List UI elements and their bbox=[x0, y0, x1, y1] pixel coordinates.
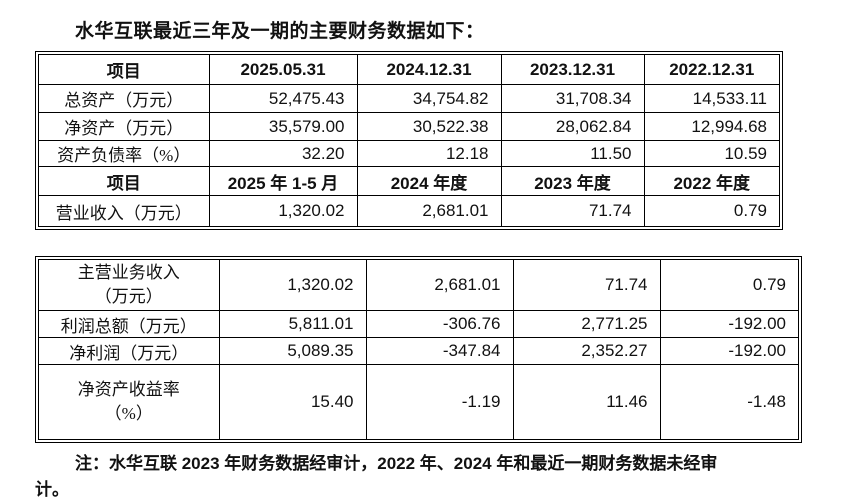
row-label: 净利润（万元） bbox=[39, 337, 220, 365]
value-cell: 15.40 bbox=[218, 364, 367, 439]
value-cell: 12,994.68 bbox=[643, 112, 779, 141]
value-cell: 2,771.25 bbox=[512, 310, 661, 338]
value-cell: 2,681.01 bbox=[356, 195, 502, 226]
row-label: 营业收入（万元） bbox=[39, 195, 210, 226]
value-cell: 11.50 bbox=[500, 140, 645, 167]
value-cell: 35,579.00 bbox=[208, 112, 358, 141]
table-row: 主营业务收入 （万元） 1,320.02 2,681.01 71.74 0.79 bbox=[39, 260, 798, 311]
profit-table: 主营业务收入 （万元） 1,320.02 2,681.01 71.74 0.79… bbox=[35, 256, 802, 443]
column-header: 2025.05.31 bbox=[208, 55, 358, 85]
value-cell: 32.20 bbox=[208, 140, 358, 167]
value-cell: 2,352.27 bbox=[512, 337, 661, 365]
value-cell: -192.00 bbox=[659, 337, 798, 365]
value-cell: -1.19 bbox=[365, 364, 514, 439]
value-cell: 71.74 bbox=[500, 195, 645, 226]
table-row: 总资产（万元） 52,475.43 34,754.82 31,708.34 14… bbox=[39, 84, 779, 113]
value-cell: 5,811.01 bbox=[218, 310, 367, 338]
table-row: 利润总额（万元） 5,811.01 -306.76 2,771.25 -192.… bbox=[39, 310, 798, 338]
column-header: 2022.12.31 bbox=[643, 55, 779, 85]
table-row: 资产负债率（%） 32.20 12.18 11.50 10.59 bbox=[39, 140, 779, 167]
value-cell: 11.46 bbox=[512, 364, 661, 439]
value-cell: 14,533.11 bbox=[643, 84, 779, 113]
balance-header-row: 项目 2025.05.31 2024.12.31 2023.12.31 2022… bbox=[39, 55, 779, 85]
value-cell: 0.79 bbox=[659, 260, 798, 311]
audit-note-line2: 计。 bbox=[35, 480, 69, 499]
value-cell: -1.48 bbox=[659, 364, 798, 439]
balance-table: 项目 2025.05.31 2024.12.31 2023.12.31 2022… bbox=[35, 51, 783, 230]
row-label: 资产负债率（%） bbox=[39, 140, 210, 167]
table-row: 净资产收益率 （%） 15.40 -1.19 11.46 -1.48 bbox=[39, 364, 798, 439]
value-cell: -306.76 bbox=[365, 310, 514, 338]
table-row: 净利润（万元） 5,089.35 -347.84 2,352.27 -192.0… bbox=[39, 337, 798, 365]
row-label: 净资产（万元） bbox=[39, 112, 210, 141]
document-title: 水华互联最近三年及一期的主要财务数据如下： bbox=[75, 21, 485, 42]
value-cell: 2,681.01 bbox=[365, 260, 514, 311]
row-label: 净资产收益率 （%） bbox=[39, 364, 220, 439]
value-cell: 0.79 bbox=[643, 195, 779, 226]
column-header: 2024.12.31 bbox=[356, 55, 502, 85]
value-cell: 1,320.02 bbox=[208, 195, 358, 226]
balance-table-grid: 项目 2025.05.31 2024.12.31 2023.12.31 2022… bbox=[39, 55, 779, 226]
value-cell: 12.18 bbox=[356, 140, 502, 167]
column-header: 项目 bbox=[39, 166, 210, 196]
profit-table-grid: 主营业务收入 （万元） 1,320.02 2,681.01 71.74 0.79… bbox=[39, 260, 798, 439]
audit-note-line1: 注：水华互联 2023 年财务数据经审计，2022 年、2024 年和最近一期财… bbox=[75, 454, 718, 473]
table-row: 净资产（万元） 35,579.00 30,522.38 28,062.84 12… bbox=[39, 112, 779, 141]
period-header-row: 项目 2025 年 1-5 月 2024 年度 2023 年度 2022 年度 bbox=[39, 166, 779, 196]
value-cell: 1,320.02 bbox=[218, 260, 367, 311]
value-cell: 30,522.38 bbox=[356, 112, 502, 141]
value-cell: 10.59 bbox=[643, 140, 779, 167]
row-label: 主营业务收入 （万元） bbox=[39, 260, 220, 311]
value-cell: 31,708.34 bbox=[500, 84, 645, 113]
column-header: 2023 年度 bbox=[500, 166, 645, 196]
column-header: 2024 年度 bbox=[356, 166, 502, 196]
value-cell: -347.84 bbox=[365, 337, 514, 365]
value-cell: 34,754.82 bbox=[356, 84, 502, 113]
value-cell: -192.00 bbox=[659, 310, 798, 338]
value-cell: 52,475.43 bbox=[208, 84, 358, 113]
value-cell: 28,062.84 bbox=[500, 112, 645, 141]
value-cell: 5,089.35 bbox=[218, 337, 367, 365]
row-label: 利润总额（万元） bbox=[39, 310, 220, 338]
table-row: 营业收入（万元） 1,320.02 2,681.01 71.74 0.79 bbox=[39, 195, 779, 226]
audit-note: 注：水华互联 2023 年财务数据经审计，2022 年、2024 年和最近一期财… bbox=[35, 451, 829, 503]
value-cell: 71.74 bbox=[512, 260, 661, 311]
column-header: 2025 年 1-5 月 bbox=[208, 166, 358, 196]
column-header: 2022 年度 bbox=[643, 166, 779, 196]
row-label: 总资产（万元） bbox=[39, 84, 210, 113]
column-header: 项目 bbox=[39, 55, 210, 85]
column-header: 2023.12.31 bbox=[500, 55, 645, 85]
